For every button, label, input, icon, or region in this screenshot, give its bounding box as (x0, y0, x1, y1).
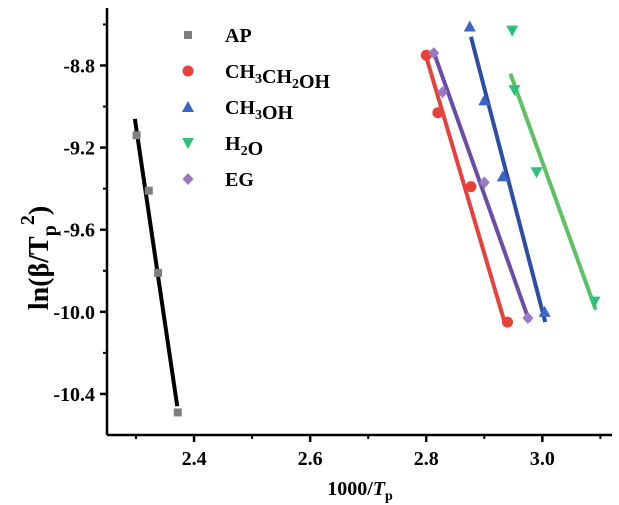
legend-label-methanol: CH3OH (225, 97, 294, 124)
point-water (588, 296, 601, 308)
legend-marker-ethanol (182, 65, 194, 77)
legend-label-eg: EG (225, 169, 254, 191)
x-tick-label: 2.4 (182, 448, 207, 470)
point-methanol (463, 20, 476, 32)
x-tick-label: 2.8 (414, 448, 439, 470)
legend-label-water: H2O (225, 133, 263, 160)
point-water (530, 167, 543, 179)
x-tick-label: 3.0 (530, 448, 555, 470)
point-eg (428, 47, 440, 60)
point-eg (437, 86, 449, 99)
point-methanol (496, 170, 509, 182)
point-methanol (478, 94, 491, 106)
point-ap (144, 186, 153, 195)
legend-label-ethanol: CH3CH2OH (225, 61, 331, 93)
fit-lines (132, 36, 598, 407)
x-axis-title: 1000/Tp (327, 478, 393, 504)
point-ap (173, 408, 182, 417)
point-water (506, 25, 519, 37)
legend: AP CH3CH2OH CH3OH H2O EG (182, 25, 331, 191)
fit-line-eg (430, 48, 532, 323)
y-tick-label: -10.0 (53, 302, 95, 324)
y-tick-label: -9.2 (63, 138, 95, 160)
legend-marker-water (182, 138, 194, 149)
point-ap (154, 268, 163, 277)
point-methanol (538, 305, 551, 317)
point-eg (478, 176, 490, 189)
y-axis-title: ln(β/Tp2) (17, 206, 61, 310)
legend-label-ap: AP (225, 25, 252, 47)
fit-line-ethanol (422, 50, 508, 325)
y-tick-label: -8.8 (63, 55, 95, 77)
point-eg (522, 311, 534, 324)
point-water (508, 85, 521, 97)
point-ethanol (465, 181, 477, 193)
legend-marker-methanol (182, 101, 194, 112)
y-tick-label: -9.6 (63, 220, 95, 242)
y-tick-label: -10.4 (53, 384, 95, 406)
legend-marker-ap (184, 31, 192, 39)
point-ethanol (432, 107, 444, 119)
legend-marker-eg (182, 173, 194, 185)
point-ethanol (502, 316, 514, 328)
y-axis: -8.8 -9.2 -9.6 -10.0 -10.4 (53, 23, 107, 406)
fit-line-water (508, 73, 598, 311)
fit-line-methanol (469, 36, 548, 323)
data-points (132, 20, 601, 417)
x-tick-label: 2.6 (298, 448, 323, 470)
point-ap (132, 131, 141, 140)
x-axis: 2.4 2.6 2.8 3.0 (135, 435, 602, 470)
fit-line-ap (132, 118, 180, 407)
